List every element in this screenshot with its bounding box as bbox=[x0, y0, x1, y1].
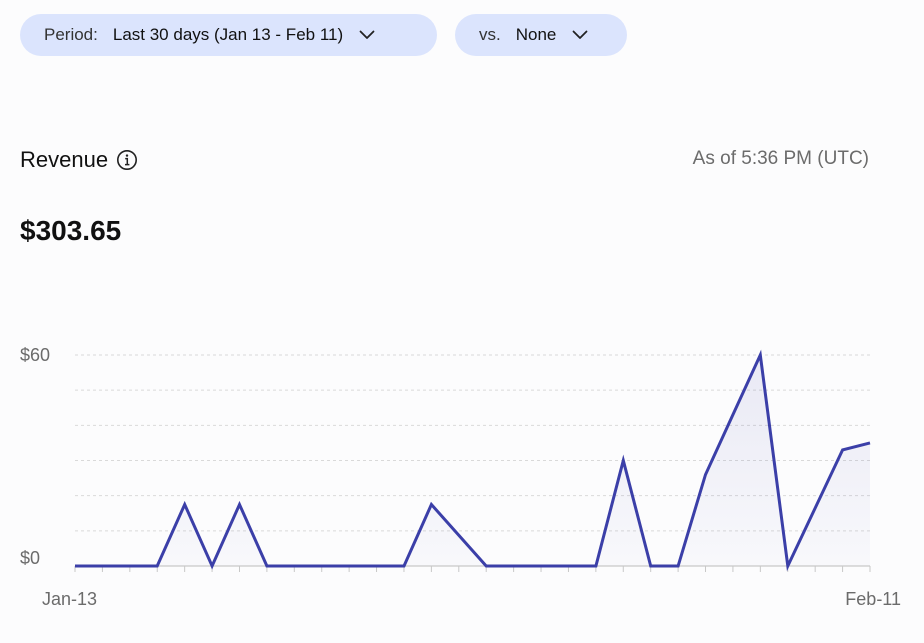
metric-header: Revenue bbox=[20, 147, 138, 173]
chevron-down-icon bbox=[359, 30, 375, 40]
info-icon[interactable] bbox=[116, 149, 138, 171]
period-value: Last 30 days (Jan 13 - Feb 11) bbox=[112, 25, 344, 44]
x-tick-label: Jan-13 bbox=[42, 589, 97, 609]
y-tick-label: $60 bbox=[20, 345, 50, 365]
compare-value: None bbox=[515, 25, 557, 44]
revenue-chart: $0 $60 Jan-13 Feb-11 bbox=[20, 345, 901, 609]
period-selector[interactable]: Period: Last 30 days (Jan 13 - Feb 11) bbox=[20, 14, 437, 56]
y-tick-label: $0 bbox=[20, 548, 40, 568]
series-line bbox=[75, 349, 871, 572]
x-tick-label: Feb-11 bbox=[845, 589, 901, 609]
compare-selector[interactable]: vs. None bbox=[455, 14, 627, 56]
as-of-timestamp: As of 5:36 PM (UTC) bbox=[692, 148, 869, 169]
filter-bar: Period: Last 30 days (Jan 13 - Feb 11) v… bbox=[20, 14, 627, 56]
chevron-down-icon bbox=[572, 30, 588, 40]
compare-label: vs. bbox=[479, 25, 501, 44]
metric-total: $303.65 bbox=[20, 215, 122, 246]
period-label: Period: bbox=[44, 25, 98, 44]
metric-title: Revenue bbox=[20, 147, 109, 172]
